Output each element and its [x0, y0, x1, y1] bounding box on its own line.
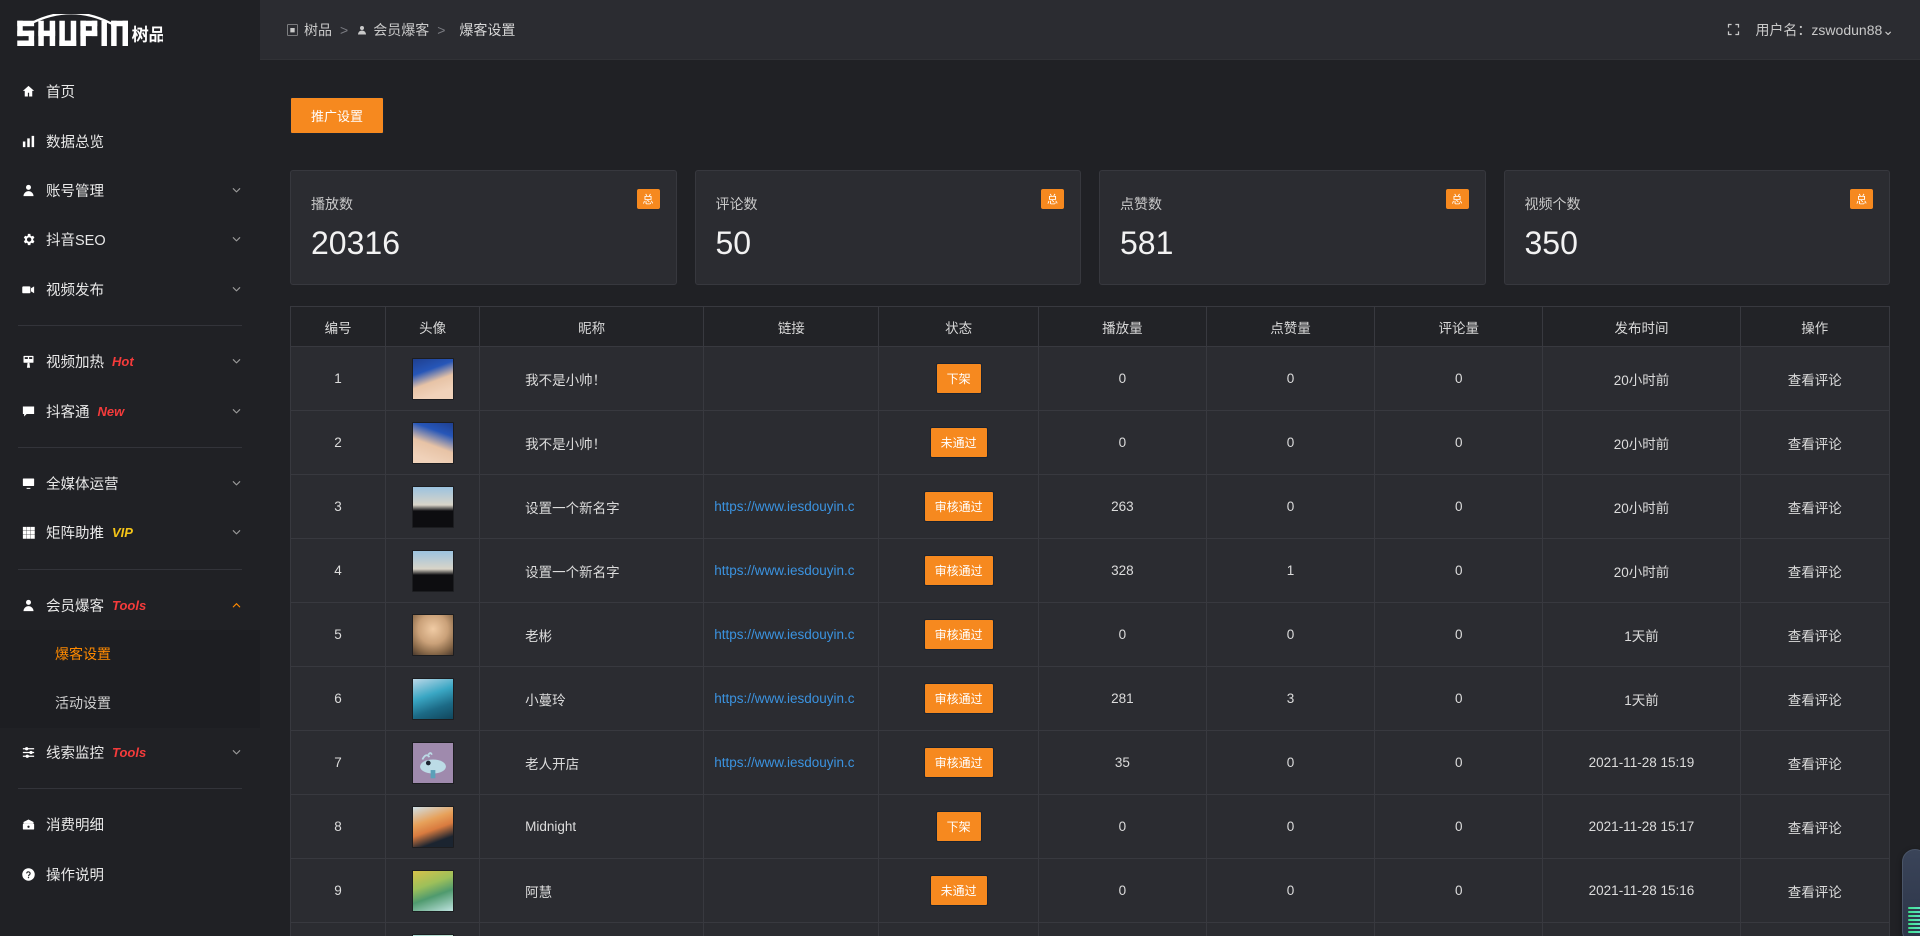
- svg-text:树品: 树品: [132, 26, 164, 45]
